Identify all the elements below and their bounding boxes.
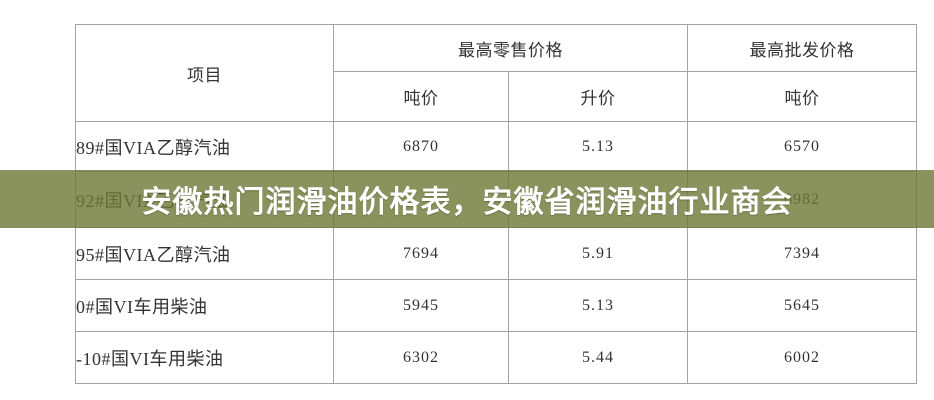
wholesale-ton-price: 6570 bbox=[687, 121, 917, 172]
retail-ton-price: 6870 bbox=[333, 121, 509, 172]
wholesale-ton-price: 7394 bbox=[687, 227, 917, 280]
table-row-neg10-diesel: -10#国VI车用柴油 6302 5.44 6002 bbox=[75, 331, 917, 384]
row-label: 95#国VIA乙醇汽油 bbox=[75, 227, 334, 280]
fuel-price-table: 项目 最高零售价格 最高批发价格 吨价 升价 吨价 89#国VIA乙醇汽油 68… bbox=[75, 24, 917, 384]
row-label: 89#国VIA乙醇汽油 bbox=[75, 121, 334, 172]
title-overlay-banner: 安徽热门润滑油价格表，安徽省润滑油行业商会 bbox=[0, 170, 934, 228]
col-header-wholesale-ton: 吨价 bbox=[687, 71, 917, 122]
header-row-groups: 项目 最高零售价格 最高批发价格 bbox=[75, 24, 917, 122]
retail-ton-price: 5945 bbox=[333, 279, 509, 332]
col-header-retail-liter: 升价 bbox=[508, 71, 688, 122]
table-row-89-gasoline: 89#国VIA乙醇汽油 6870 5.13 6570 bbox=[75, 121, 917, 172]
wholesale-ton-price: 6002 bbox=[687, 331, 917, 384]
retail-liter-price: 5.91 bbox=[508, 227, 688, 280]
header-row-subcolumns: 吨价 升价 吨价 bbox=[76, 71, 917, 122]
table-row-95-gasoline: 95#国VIA乙醇汽油 7694 5.91 7394 bbox=[75, 227, 917, 280]
retail-ton-price: 6302 bbox=[333, 331, 509, 384]
banner-title-text: 安徽热门润滑油价格表，安徽省润滑油行业商会 bbox=[141, 186, 793, 219]
col-header-wholesale-group: 最高批发价格 bbox=[687, 24, 917, 72]
retail-liter-price: 5.44 bbox=[508, 331, 688, 384]
retail-liter-price: 5.13 bbox=[508, 279, 688, 332]
retail-liter-price: 5.13 bbox=[508, 121, 688, 172]
retail-ton-price: 7694 bbox=[333, 227, 509, 280]
row-label: -10#国VI车用柴油 bbox=[75, 331, 334, 384]
col-header-item: 项目 bbox=[75, 24, 334, 122]
table-row-0-diesel: 0#国VI车用柴油 5945 5.13 5645 bbox=[75, 279, 917, 332]
col-header-retail-group: 最高零售价格 bbox=[333, 24, 688, 72]
wholesale-ton-price: 5645 bbox=[687, 279, 917, 332]
col-header-retail-ton: 吨价 bbox=[333, 71, 509, 122]
row-label: 0#国VI车用柴油 bbox=[75, 279, 334, 332]
